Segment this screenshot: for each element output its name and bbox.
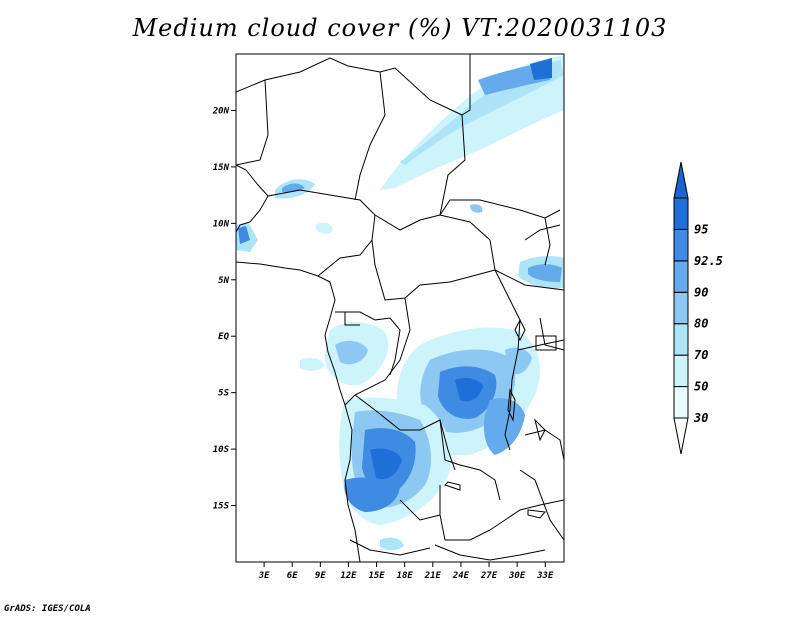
lat-tick-label: EQ: [218, 332, 229, 342]
lat-tick-label: 15S: [213, 502, 230, 512]
coastlines-and-borders: [236, 54, 564, 562]
colorbar-label: 90: [694, 285, 708, 299]
lat-tick-label: 10N: [213, 219, 230, 229]
colorbar-label: 92.5: [694, 254, 723, 268]
colorbar-label: 70: [694, 348, 708, 362]
lat-tick-label: 20N: [212, 106, 230, 116]
latitude-axis: 20N 15N 10N 5N EQ 5S 10S 15S: [212, 106, 236, 512]
colorbar-swatch: [673, 354, 689, 388]
lon-tick-label: 21E: [424, 571, 442, 581]
cloud-field: [236, 56, 564, 551]
lat-tick-label: 15N: [213, 163, 230, 173]
colorbar-swatch: [673, 323, 689, 356]
lon-tick-label: 27E: [480, 571, 498, 581]
lat-tick-label: 10S: [213, 445, 230, 455]
colorbar-swatch: [673, 228, 689, 262]
colorbar-below-triangle: [673, 417, 689, 455]
lon-tick-label: 33E: [536, 571, 554, 581]
colorbar-label: 95: [694, 222, 708, 236]
lon-tick-label: 24E: [452, 571, 470, 581]
colorbar-swatch: [673, 197, 689, 230]
colorbar-label: 30: [693, 411, 708, 425]
lon-tick-label: 9E: [315, 571, 326, 581]
colorbar-swatch: [673, 386, 689, 419]
map-title: Medium cloud cover (%) VT:2020031103: [132, 14, 668, 42]
lon-tick-label: 3E: [258, 571, 270, 581]
lon-tick-label: 6E: [287, 571, 298, 581]
colorbar: 30 50 70 80 90 92.5 95: [673, 161, 723, 455]
colorbar-swatch: [673, 260, 689, 293]
lon-tick-label: 12E: [340, 571, 357, 581]
lat-tick-label: 5N: [218, 276, 229, 286]
grads-credit: GrADS: IGES/COLA: [4, 604, 91, 614]
colorbar-swatch: [673, 291, 689, 325]
colorbar-above-triangle: [673, 161, 689, 199]
colorbar-label: 50: [694, 380, 708, 394]
colorbar-label: 80: [694, 317, 708, 331]
lon-tick-label: 18E: [397, 571, 414, 581]
lon-tick-label: 30E: [508, 571, 526, 581]
longitude-axis: 3E 6E 9E 12E 15E 18E 21E 24E 27E 30E 33E: [258, 562, 554, 581]
lon-tick-label: 15E: [368, 571, 385, 581]
lat-tick-label: 5S: [218, 389, 229, 399]
map-frame: [235, 53, 565, 563]
